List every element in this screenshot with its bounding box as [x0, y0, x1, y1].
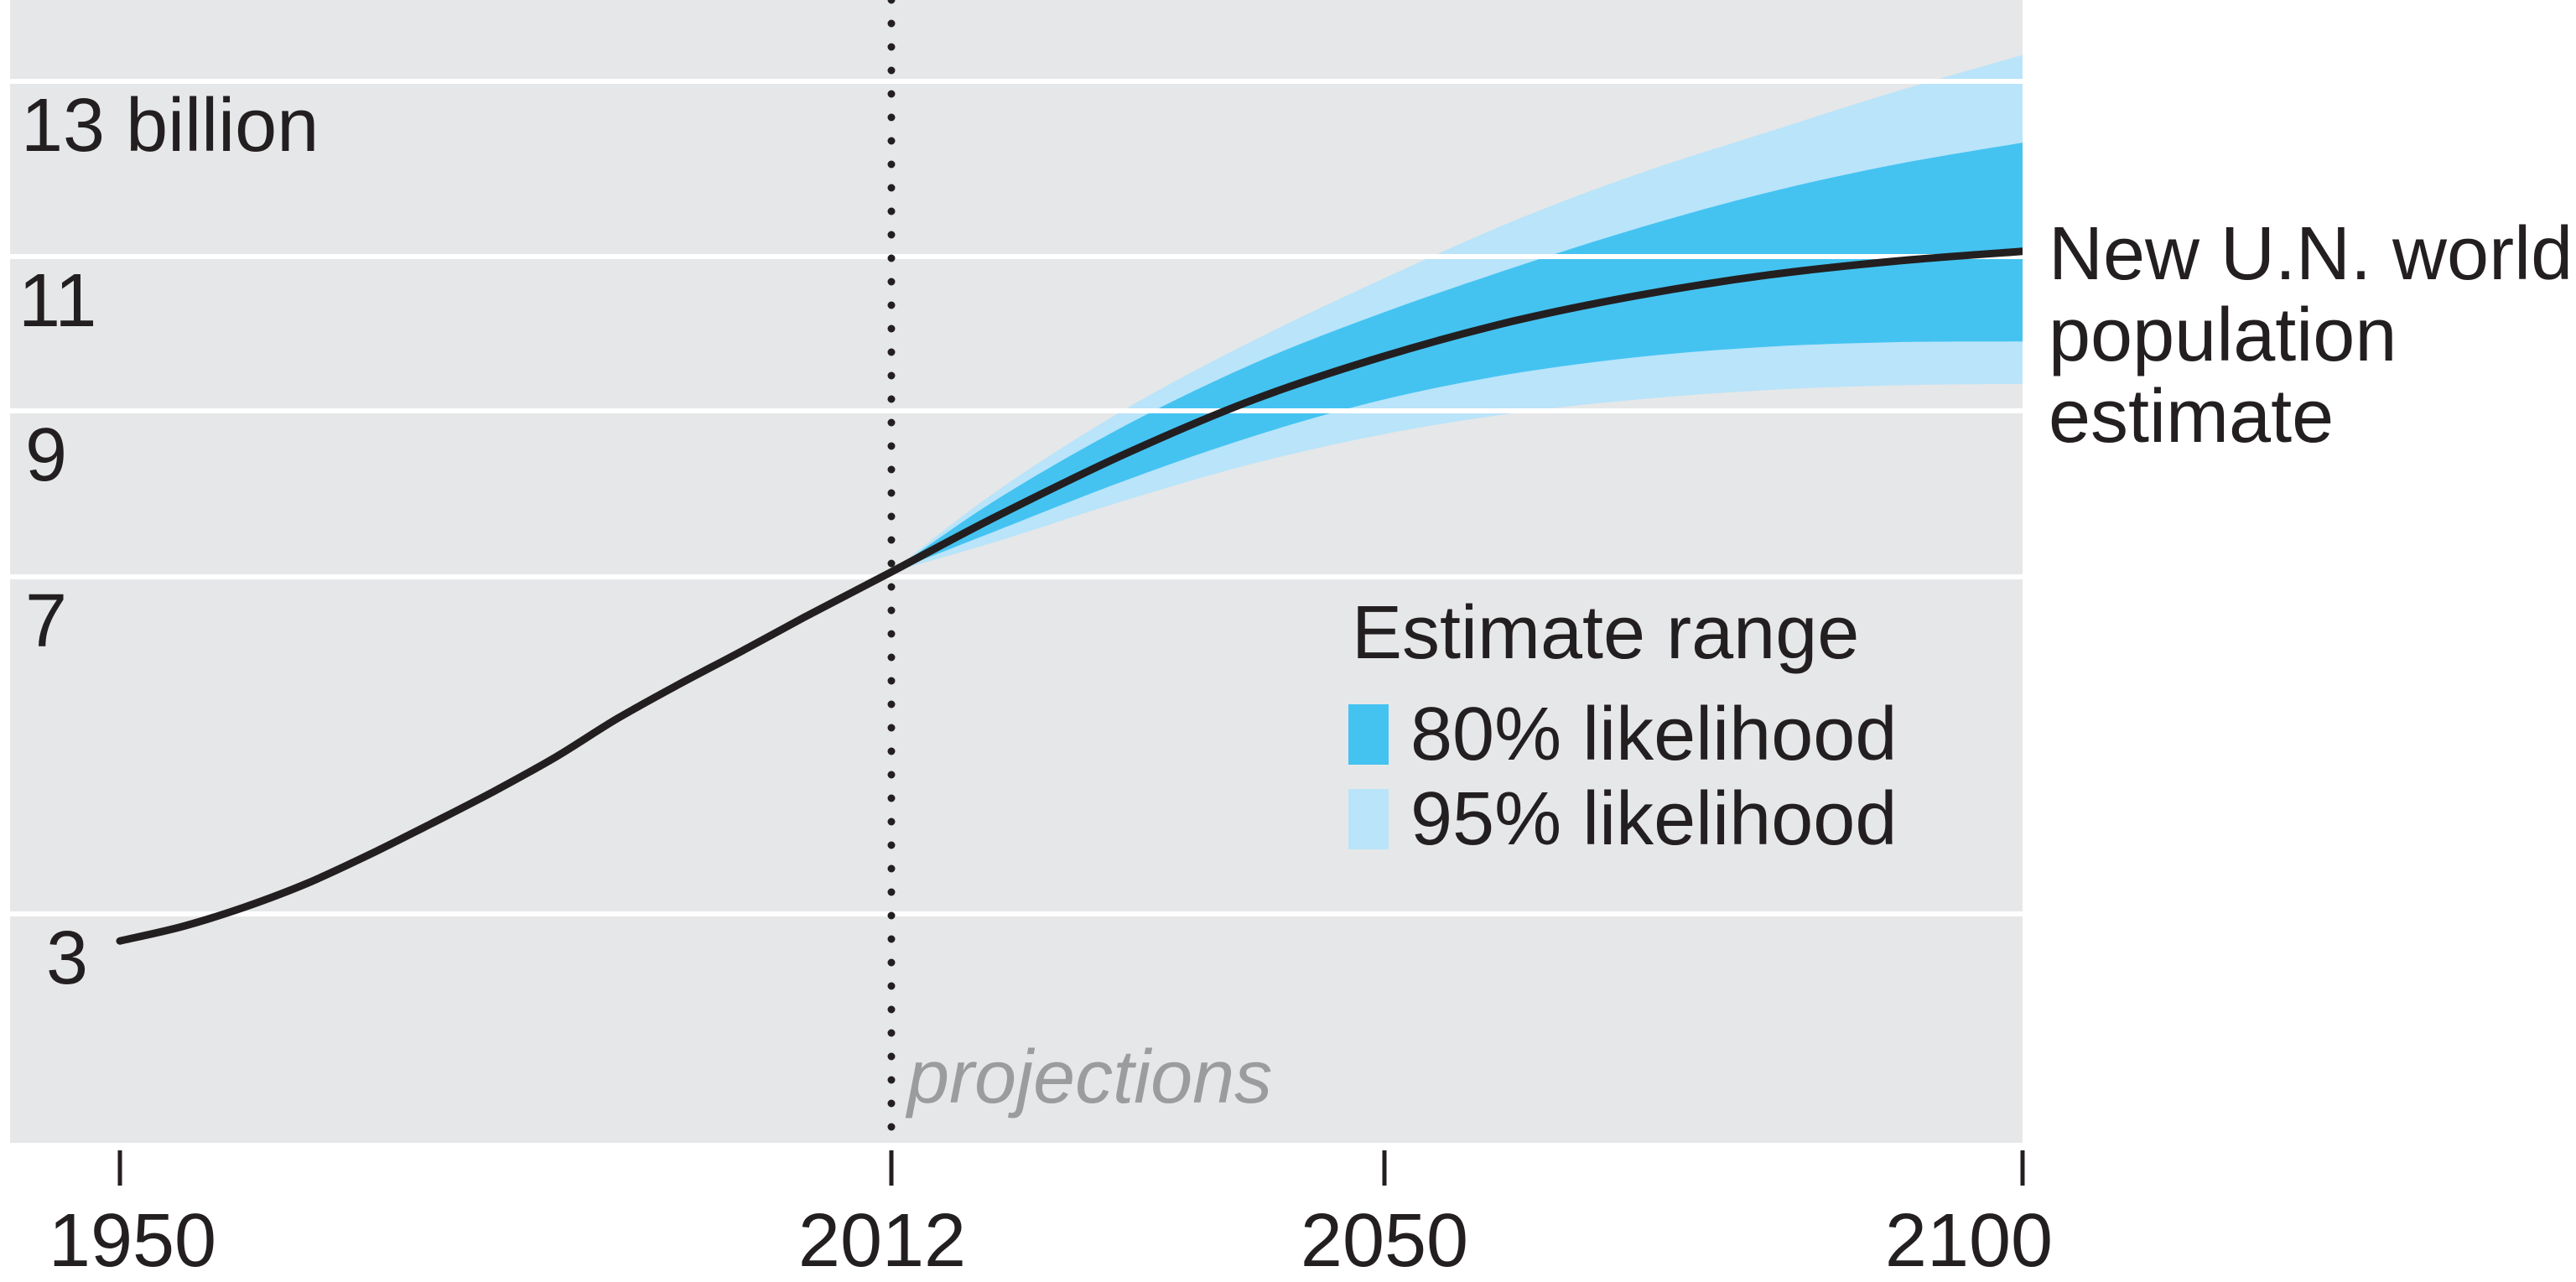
y-axis-label-9: 9 [25, 413, 68, 497]
y-axis-label-7: 7 [25, 579, 68, 663]
population-line [116, 247, 2023, 945]
legend-item-80: 80% likelihood [1348, 697, 1897, 772]
legend-item-95: 95% likelihood [1348, 781, 1897, 857]
legend-label-95: 95% likelihood [1410, 777, 1898, 861]
series-annotation: New U.N. world population estimate [2049, 214, 2573, 458]
legend-title: Estimate range [1352, 591, 1860, 675]
band-80-area [891, 143, 2023, 573]
projections-label: projections [907, 1035, 1273, 1119]
y-axis-label-3: 3 [46, 916, 89, 1000]
y-axis-label-11: 11 [18, 259, 97, 343]
legend-swatch-95-icon [1348, 789, 1389, 849]
series-annotation-line2: population [2049, 293, 2397, 377]
legend-swatch-80-icon [1348, 704, 1389, 765]
legend-label-80: 80% likelihood [1410, 693, 1898, 776]
series-annotation-line1: New U.N. world [2049, 212, 2573, 296]
x-axis-label-2050: 2050 [1300, 1199, 1469, 1282]
series-annotation-line3: estimate [2049, 375, 2334, 459]
x-axis-label-2012: 2012 [797, 1199, 967, 1282]
y-axis-label-13: 13 billion [21, 84, 319, 168]
x-axis-label-2100: 2100 [1884, 1199, 2054, 1282]
x-axis-label-1950: 1950 [48, 1199, 217, 1282]
